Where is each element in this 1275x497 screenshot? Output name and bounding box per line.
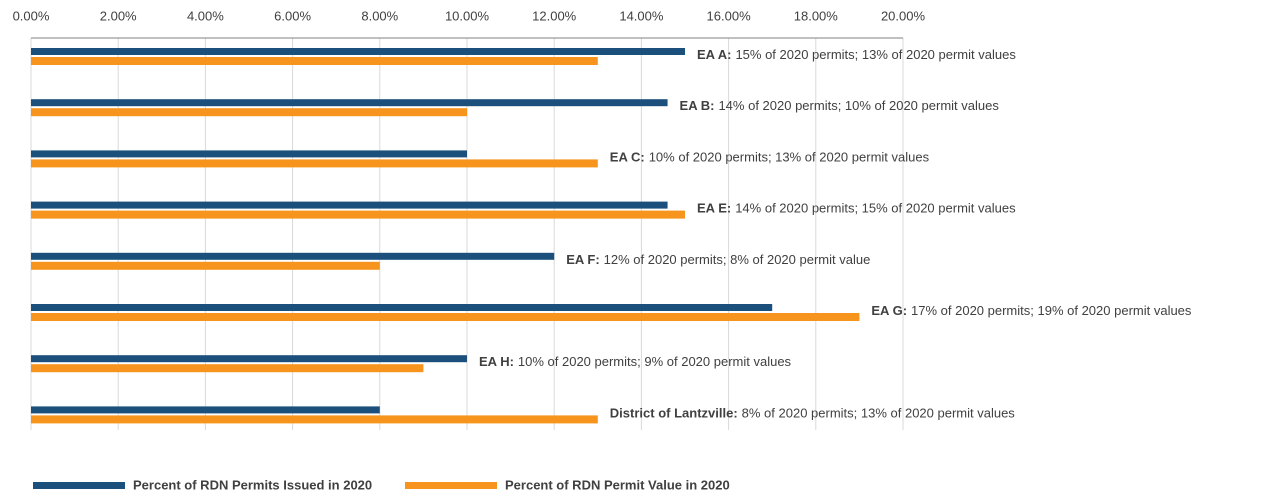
bar: [31, 210, 685, 219]
annotation: EA A: 15% of 2020 permits; 13% of 2020 pe…: [697, 47, 1016, 62]
x-tick-label: 8.00%: [361, 8, 398, 23]
annotation-label: EA H:: [479, 355, 514, 370]
annotation: District of Lantzville: 8% of 2020 permit…: [610, 406, 1016, 421]
x-tick-label: 18.00%: [794, 8, 839, 23]
x-tick-label: 16.00%: [707, 8, 752, 23]
bar: [31, 108, 467, 117]
annotation-label: EA E:: [697, 201, 731, 216]
annotation-text: 12% of 2020 permits; 8% of 2020 permit v…: [604, 252, 871, 267]
bar: [31, 304, 773, 311]
annotation-text: 10% of 2020 permits; 9% of 2020 permit v…: [518, 355, 792, 370]
annotation: EA C: 10% of 2020 permits; 13% of 2020 pe…: [610, 150, 930, 165]
bar: [31, 201, 668, 209]
annotation-label: EA F:: [566, 252, 599, 267]
bar: [31, 355, 467, 363]
x-tick-label: 0.00%: [13, 8, 50, 23]
x-tick-label: 20.00%: [881, 8, 926, 23]
annotation: EA G: 17% of 2020 permits; 19% of 2020 pe…: [871, 303, 1192, 318]
legend-swatch: [405, 482, 497, 489]
annotation: EA H: 10% of 2020 permits; 9% of 2020 per…: [479, 355, 792, 370]
bar: [31, 99, 668, 107]
annotation-label: EA C:: [610, 150, 645, 165]
x-tick-label: 4.00%: [187, 8, 224, 23]
annotation: EA F: 12% of 2020 permits; 8% of 2020 per…: [566, 252, 870, 267]
annotation: EA B: 14% of 2020 permits; 10% of 2020 pe…: [680, 99, 1000, 114]
annotation-text: 14% of 2020 permits; 15% of 2020 permit …: [735, 201, 1016, 216]
annotation-label: EA B:: [680, 99, 715, 114]
annotation-label: EA G:: [871, 303, 907, 318]
x-tick-label: 10.00%: [445, 8, 490, 23]
x-tick-label: 2.00%: [100, 8, 137, 23]
annotation-text: 17% of 2020 permits; 19% of 2020 permit …: [911, 303, 1192, 318]
legend-label: Percent of RDN Permit Value in 2020: [505, 477, 730, 492]
x-tick-label: 6.00%: [274, 8, 311, 23]
legend-swatch: [33, 482, 125, 489]
bar: [31, 48, 685, 55]
annotation-label: EA A:: [697, 47, 731, 62]
x-tick-label: 12.00%: [532, 8, 577, 23]
bar: [31, 406, 380, 414]
annotation-text: 15% of 2020 permits; 13% of 2020 permit …: [735, 47, 1016, 62]
x-tick-label: 14.00%: [619, 8, 664, 23]
bar: [31, 57, 598, 65]
bar: [31, 159, 598, 168]
legend-label: Percent of RDN Permits Issued in 2020: [133, 477, 372, 492]
bar: [31, 252, 555, 260]
annotation-text: 10% of 2020 permits; 13% of 2020 permit …: [649, 150, 930, 165]
annotation: EA E: 14% of 2020 permits; 15% of 2020 pe…: [697, 201, 1016, 216]
annotation-text: 14% of 2020 permits; 10% of 2020 permit …: [718, 99, 999, 114]
bar: [31, 313, 860, 321]
bar: [31, 150, 467, 158]
bar: [31, 261, 380, 270]
bar: [31, 415, 598, 424]
bar: [31, 364, 424, 373]
annotation-label: District of Lantzville:: [610, 406, 738, 421]
annotation-text: 8% of 2020 permits; 13% of 2020 permit v…: [742, 406, 1016, 421]
